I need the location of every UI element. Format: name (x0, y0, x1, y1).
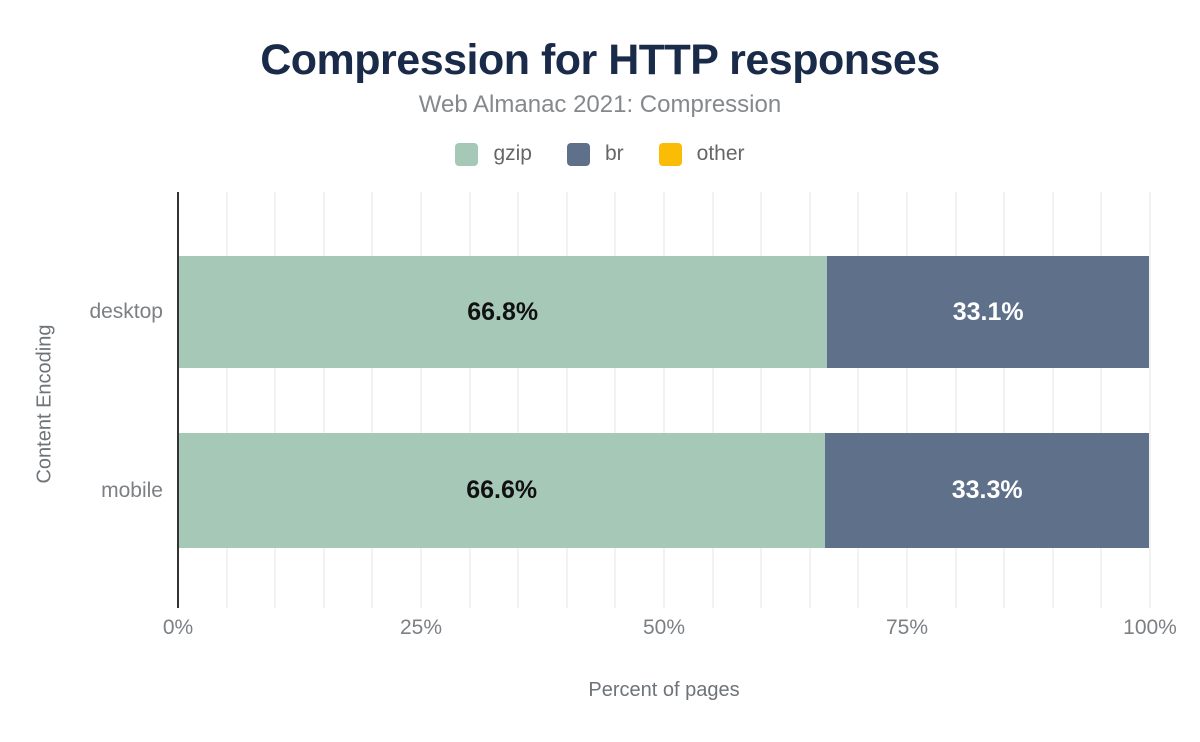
bar-segment-mobile-gzip[interactable]: 66.6% (178, 433, 826, 548)
value-label: 66.6% (466, 476, 538, 504)
gridline (614, 192, 617, 608)
gridline (1051, 192, 1054, 608)
y-axis-line (177, 192, 179, 608)
legend-label: gzip (493, 142, 532, 165)
category-label-desktop: desktop (89, 300, 163, 323)
bar-row-desktop: 66.8% 33.1% (178, 256, 1150, 368)
legend-item-other: other (658, 142, 745, 166)
bar-segment-desktop-br[interactable]: 33.1% (827, 256, 1149, 368)
gridline (371, 192, 374, 608)
legend-item-gzip: gzip (455, 142, 532, 166)
gridline (1003, 192, 1006, 608)
gridline (906, 192, 908, 608)
x-tick-label-25: 25% (399, 616, 443, 639)
gridline (274, 192, 277, 608)
value-label: 33.1% (952, 297, 1024, 326)
bar-row-mobile: 66.6% 33.3% (178, 433, 1150, 548)
x-axis-title: Percent of pages (588, 679, 740, 701)
plot-area: 66.8% 33.1% 66.6% 33.3% (177, 192, 1151, 608)
gridline (954, 192, 957, 608)
gzip-swatch-icon (455, 142, 479, 166)
chart-legend: gzip br other (0, 142, 1200, 166)
gridline (420, 192, 422, 608)
gridline (565, 192, 568, 608)
gridline (468, 192, 471, 608)
other-swatch-icon (658, 142, 682, 166)
gridline (711, 192, 714, 608)
gridline (760, 192, 763, 608)
legend-label: other (696, 142, 745, 165)
gridline (517, 192, 520, 608)
value-label: 66.8% (467, 297, 539, 326)
x-tick-label-0: 0% (162, 616, 194, 639)
x-tick-label-100: 100% (1123, 616, 1177, 639)
x-tick-label-50: 50% (642, 616, 686, 639)
chart-title: Compression for HTTP responses (260, 36, 940, 84)
gridline (808, 192, 811, 608)
legend-label: br (604, 142, 624, 165)
legend-item-br: br (566, 142, 624, 166)
y-axis-title: Content Encoding (33, 324, 56, 484)
value-label: 33.3% (951, 476, 1023, 504)
bar-segment-desktop-gzip[interactable]: 66.8% (178, 256, 828, 368)
gridline (225, 192, 228, 608)
gridline (1149, 192, 1151, 608)
gridline (663, 192, 665, 608)
gridline (857, 192, 860, 608)
br-swatch-icon (566, 142, 590, 166)
category-label-mobile: mobile (101, 478, 163, 502)
gridline (1100, 192, 1103, 608)
gridline (322, 192, 325, 608)
chart-subtitle: Web Almanac 2021: Compression (418, 91, 782, 118)
x-tick-label-75: 75% (885, 616, 929, 639)
bar-segment-mobile-br[interactable]: 33.3% (825, 433, 1150, 548)
